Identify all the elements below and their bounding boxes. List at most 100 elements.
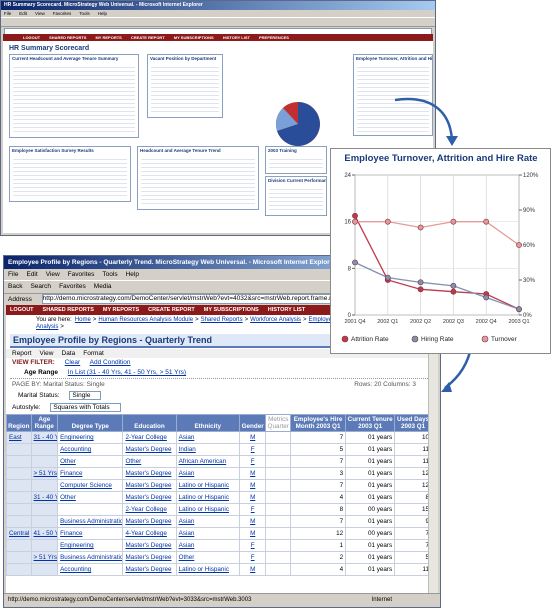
- table-row: > 51 Yrs Finance Master's Degree Asian M 3 01 …: [6, 467, 432, 480]
- table-cell[interactable]: [30, 479, 59, 492]
- table-cell: 01 years: [345, 491, 396, 504]
- table-cell[interactable]: [6, 551, 32, 564]
- nav-link[interactable]: LOGOUT: [23, 35, 41, 40]
- report-table: Region Age Range Degree Type Education Ethni…: [6, 414, 432, 576]
- y-tick-label: 8: [348, 266, 352, 272]
- report-menu-item[interactable]: View: [39, 350, 54, 357]
- menu-item[interactable]: Help: [97, 11, 108, 16]
- report-menu-item[interactable]: Report: [12, 350, 32, 357]
- menu-item[interactable]: Tools: [79, 11, 90, 16]
- view-filter-label: VIEW FILTER:: [12, 359, 55, 366]
- breadcrumb-link[interactable]: Human Resources Analysis Module: [98, 317, 194, 323]
- legend-swatch: [481, 335, 489, 343]
- table-cell[interactable]: [30, 563, 59, 576]
- nav-link[interactable]: SHARED REPORTS: [49, 35, 87, 40]
- panel-title: Employee Satisfaction Survey Results: [12, 148, 94, 153]
- table-cell[interactable]: Accounting: [57, 563, 124, 576]
- table-cell[interactable]: [6, 515, 32, 528]
- table-cell[interactable]: M: [238, 563, 267, 576]
- nav-link[interactable]: SHARED REPORTS: [42, 307, 94, 313]
- data-point: [417, 279, 424, 286]
- breadcrumb-label: You are here:: [36, 317, 72, 323]
- marital-row: Marital Status: Single: [6, 390, 438, 401]
- nav-bar: LOGOUT SHARED REPORTS MY REPORTS CREATE REP…: [3, 34, 433, 41]
- scrollbar[interactable]: [428, 305, 438, 594]
- breadcrumb-link[interactable]: Shared Reports: [200, 317, 243, 323]
- marital-select[interactable]: Single: [69, 391, 102, 400]
- menu-bar: File Edit View Favorites Tools Help: [4, 269, 440, 280]
- filter-condition-text[interactable]: In List (31 - 40 Yrs, 41 - 50 Yrs, > 51 …: [67, 369, 187, 376]
- status-zone: Internet: [371, 597, 392, 603]
- breadcrumb-link[interactable]: Home: [74, 317, 91, 323]
- status-bar: http://demo.microstrategy.com/DemoCenter…: [4, 593, 440, 607]
- legend-swatch: [411, 335, 419, 343]
- nav-link[interactable]: MY SUBSCRIPTIONS: [173, 35, 214, 40]
- menu-item[interactable]: File: [8, 271, 19, 278]
- toolbar-button[interactable]: Favorites: [59, 283, 86, 290]
- toolbar-button[interactable]: Media: [93, 283, 112, 290]
- nav-bar: LOGOUT SHARED REPORTS MY REPORTS CREATE REP…: [6, 305, 438, 315]
- table-cell[interactable]: [6, 563, 32, 576]
- table-cell[interactable]: [6, 443, 32, 456]
- panel-title: Current Headcount and Average Tenure Sum…: [12, 56, 119, 61]
- breadcrumb-link[interactable]: Workforce Analysis: [250, 317, 302, 323]
- autostyle-select[interactable]: Squares with Totals: [50, 403, 121, 412]
- page-title: HR Summary Scorecard: [9, 45, 90, 52]
- panel-body: [357, 64, 429, 132]
- nav-link[interactable]: CREATE REPORT: [148, 307, 195, 313]
- table-cell[interactable]: [30, 443, 59, 456]
- menu-item[interactable]: File: [4, 11, 12, 16]
- menu-item[interactable]: Tools: [102, 271, 118, 278]
- report-window: Employee Profile by Regions - Quarterly …: [3, 255, 441, 608]
- arrow-head: [441, 382, 452, 392]
- panel: 2003 Training: [265, 146, 327, 174]
- page-content: LOGOUT SHARED REPORTS MY REPORTS CREATE REP…: [3, 34, 433, 233]
- clear-link[interactable]: Clear: [64, 359, 81, 366]
- report-menu-item[interactable]: Format: [83, 350, 104, 357]
- table-cell[interactable]: Latino or Hispanic: [175, 563, 240, 576]
- panel-title: Headcount and Average Tenure Trend: [140, 148, 221, 153]
- nav-link[interactable]: CREATE REPORT: [130, 35, 165, 40]
- menu-item[interactable]: Edit: [26, 271, 38, 278]
- data-point: [483, 294, 490, 301]
- nav-link[interactable]: HISTORY LIST: [222, 35, 250, 40]
- menu-item[interactable]: Favorites: [67, 271, 95, 278]
- nav-link[interactable]: HISTORY LIST: [267, 307, 306, 313]
- table-cell[interactable]: [6, 467, 32, 480]
- panel-body: [151, 64, 219, 114]
- panel-title: 2003 Training: [268, 148, 297, 153]
- table-row: 2-Year College Latino or Hispanic F 8 00 yea…: [6, 503, 432, 516]
- nav-link[interactable]: LOGOUT: [10, 307, 34, 313]
- y2-tick-label: 60%: [523, 243, 536, 249]
- nav-link[interactable]: MY REPORTS: [102, 307, 140, 313]
- report-menu-item[interactable]: Data: [61, 350, 76, 357]
- pie-slice: [277, 102, 320, 146]
- table-cell: 7: [289, 515, 347, 528]
- toolbar-button[interactable]: Back: [8, 283, 23, 290]
- plot-area: [354, 174, 520, 316]
- menu-item[interactable]: Favorites: [52, 11, 72, 16]
- table-cell[interactable]: [30, 455, 59, 468]
- nav-link[interactable]: PREFERENCES: [258, 35, 289, 40]
- add-condition-link[interactable]: Add Condition: [89, 359, 131, 366]
- menu-item[interactable]: Help: [125, 271, 139, 278]
- toolbar-button[interactable]: Search: [30, 283, 52, 290]
- panel-title: Vacant Position by Department: [150, 56, 217, 61]
- table-cell[interactable]: [6, 503, 32, 516]
- data-point: [450, 288, 457, 295]
- table-cell[interactable]: [30, 503, 59, 516]
- data-point: [352, 212, 358, 219]
- table-cell[interactable]: 31 - 40 Yrs: [30, 491, 59, 504]
- legend-swatch: [341, 335, 349, 343]
- data-point: [352, 259, 358, 266]
- table-cell[interactable]: [6, 455, 32, 468]
- menu-item[interactable]: View: [45, 271, 60, 278]
- nav-link[interactable]: MY SUBSCRIPTIONS: [203, 307, 259, 313]
- data-point: [516, 306, 522, 313]
- menu-item[interactable]: View: [35, 11, 45, 16]
- menu-item[interactable]: Edit: [19, 11, 28, 16]
- nav-link[interactable]: MY REPORTS: [95, 35, 122, 40]
- table-cell[interactable]: [30, 515, 59, 528]
- report-title: Employee Profile by Regions - Quarterly …: [10, 334, 434, 348]
